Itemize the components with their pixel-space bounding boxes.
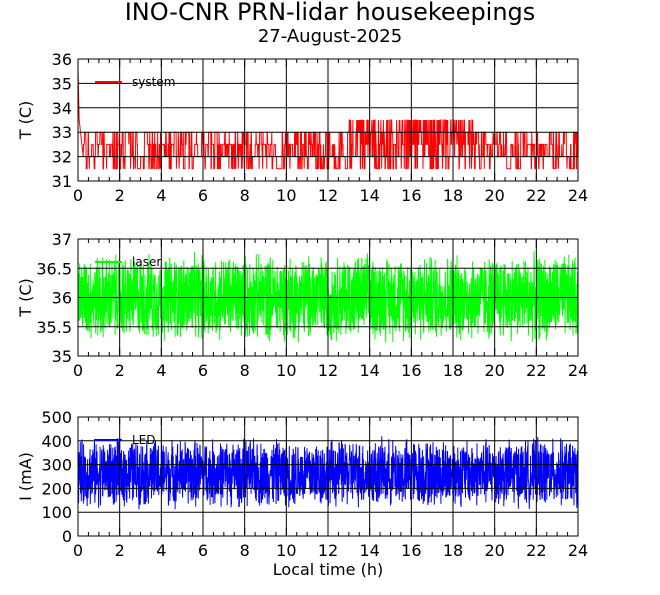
x-tick-label: 12 bbox=[318, 361, 338, 380]
chart-title: INO-CNR PRN-lidar housekeepings bbox=[124, 0, 536, 26]
legend-label: system bbox=[132, 75, 175, 89]
y-tick-label: 36 bbox=[52, 289, 72, 308]
x-tick-label: 16 bbox=[401, 541, 421, 560]
y-axis-label: I (mA) bbox=[16, 452, 35, 501]
x-tick-label: 14 bbox=[359, 186, 379, 205]
x-tick-label: 8 bbox=[240, 541, 250, 560]
y-tick-label: 37 bbox=[52, 230, 72, 249]
legend-label: LED bbox=[132, 433, 156, 447]
x-tick-label: 24 bbox=[568, 361, 588, 380]
x-tick-label: 6 bbox=[198, 541, 208, 560]
x-tick-label: 2 bbox=[115, 541, 125, 560]
x-tick-label: 10 bbox=[276, 361, 296, 380]
plot-frame bbox=[77, 416, 579, 537]
y-tick-label: 35 bbox=[52, 347, 72, 366]
x-tick-label: 20 bbox=[484, 361, 504, 380]
x-tick-label: 8 bbox=[240, 361, 250, 380]
x-tick-label: 4 bbox=[156, 541, 166, 560]
x-tick-label: 6 bbox=[198, 361, 208, 380]
y-tick-label: 0 bbox=[62, 527, 72, 546]
x-tick-label: 4 bbox=[156, 361, 166, 380]
y-tick-label: 500 bbox=[41, 408, 72, 427]
y-tick-label: 300 bbox=[41, 456, 72, 475]
x-tick-label: 12 bbox=[318, 186, 338, 205]
x-tick-label: 14 bbox=[359, 541, 379, 560]
y-axis-label: T (C) bbox=[16, 101, 35, 141]
y-tick-label: 35.5 bbox=[36, 318, 72, 337]
x-tick-label: 6 bbox=[198, 186, 208, 205]
y-tick-label: 33 bbox=[52, 123, 72, 142]
y-tick-label: 36 bbox=[52, 50, 72, 69]
x-tick-label: 22 bbox=[526, 541, 546, 560]
x-tick-label: 2 bbox=[115, 186, 125, 205]
x-tick-label: 8 bbox=[240, 186, 250, 205]
x-tick-label: 24 bbox=[568, 186, 588, 205]
x-tick-label: 4 bbox=[156, 186, 166, 205]
x-tick-label: 12 bbox=[318, 541, 338, 560]
y-tick-label: 32 bbox=[52, 148, 72, 167]
y-tick-label: 34 bbox=[52, 99, 72, 118]
x-tick-label: 0 bbox=[73, 541, 83, 560]
y-axis-label: T (C) bbox=[16, 278, 35, 318]
x-tick-label: 20 bbox=[484, 186, 504, 205]
y-tick-label: 31 bbox=[52, 172, 72, 191]
x-tick-label: 22 bbox=[526, 186, 546, 205]
y-tick-label: 35 bbox=[52, 74, 72, 93]
x-tick-label: 18 bbox=[443, 541, 463, 560]
x-tick-label: 18 bbox=[443, 361, 463, 380]
x-tick-label: 10 bbox=[276, 541, 296, 560]
x-tick-label: 10 bbox=[276, 186, 296, 205]
x-tick-label: 0 bbox=[73, 361, 83, 380]
y-tick-label: 400 bbox=[41, 432, 72, 451]
chart-subtitle: 27-August-2025 bbox=[257, 26, 403, 47]
x-tick-label: 24 bbox=[568, 541, 588, 560]
plot-frame bbox=[77, 238, 579, 357]
x-tick-label: 16 bbox=[401, 186, 421, 205]
y-tick-label: 200 bbox=[41, 479, 72, 498]
x-tick-label: 14 bbox=[359, 361, 379, 380]
x-tick-label: 0 bbox=[73, 186, 83, 205]
x-tick-label: 18 bbox=[443, 186, 463, 205]
x-axis-label: Local time (h) bbox=[273, 560, 383, 579]
legend-label: laser bbox=[132, 255, 161, 269]
y-tick-label: 36.5 bbox=[36, 259, 72, 278]
plot-frame bbox=[77, 58, 579, 182]
x-tick-label: 16 bbox=[401, 361, 421, 380]
x-tick-label: 20 bbox=[484, 541, 504, 560]
y-tick-label: 100 bbox=[41, 503, 72, 522]
x-tick-label: 2 bbox=[115, 361, 125, 380]
x-tick-label: 22 bbox=[526, 361, 546, 380]
